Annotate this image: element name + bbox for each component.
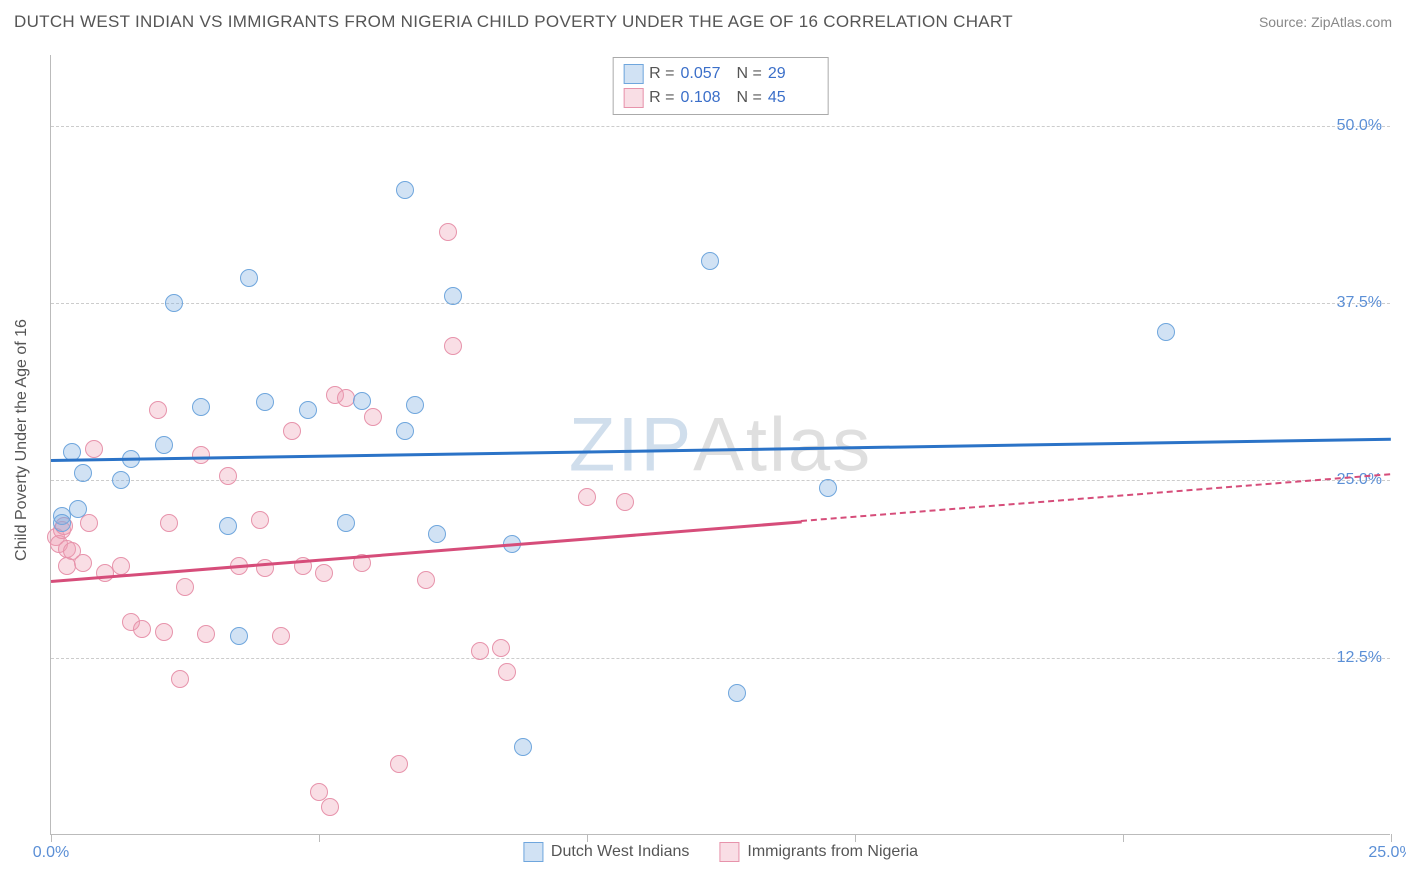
data-point bbox=[299, 401, 317, 419]
data-point bbox=[337, 514, 355, 532]
x-tick-label: 0.0% bbox=[33, 844, 69, 862]
gridline bbox=[51, 126, 1390, 127]
x-tick bbox=[587, 834, 588, 842]
legend-stats: R = 0.057 N = 29 R = 0.108 N = 45 bbox=[612, 57, 829, 115]
n-label: N = bbox=[737, 65, 762, 83]
data-point bbox=[321, 798, 339, 816]
x-tick-label: 25.0% bbox=[1368, 844, 1406, 862]
data-point bbox=[417, 571, 435, 589]
data-point bbox=[230, 627, 248, 645]
watermark-atlas: Atlas bbox=[693, 402, 872, 487]
data-point bbox=[176, 578, 194, 596]
y-axis-label: Child Poverty Under the Age of 16 bbox=[13, 319, 31, 561]
plot-area: ZIPAtlas R = 0.057 N = 29 R = 0.108 N = … bbox=[50, 55, 1390, 835]
data-point bbox=[498, 663, 516, 681]
data-point bbox=[192, 398, 210, 416]
chart-title: DUTCH WEST INDIAN VS IMMIGRANTS FROM NIG… bbox=[14, 12, 1013, 32]
y-tick-label: 37.5% bbox=[1337, 294, 1382, 312]
legend-series: Dutch West Indians Immigrants from Niger… bbox=[523, 842, 918, 862]
data-point bbox=[149, 401, 167, 419]
data-point bbox=[428, 525, 446, 543]
legend-item-1: Immigrants from Nigeria bbox=[719, 842, 918, 862]
data-point bbox=[160, 514, 178, 532]
r-value-1: 0.108 bbox=[681, 89, 731, 107]
swatch-series-0-bottom bbox=[523, 842, 543, 862]
legend-stats-row-0: R = 0.057 N = 29 bbox=[623, 62, 818, 86]
r-label: R = bbox=[649, 89, 674, 107]
data-point bbox=[390, 755, 408, 773]
trend-line bbox=[51, 438, 1391, 462]
data-point bbox=[353, 392, 371, 410]
data-point bbox=[444, 337, 462, 355]
r-label: R = bbox=[649, 65, 674, 83]
watermark-zip: ZIP bbox=[569, 402, 693, 487]
n-label: N = bbox=[737, 89, 762, 107]
data-point bbox=[256, 393, 274, 411]
data-point bbox=[74, 464, 92, 482]
legend-item-0: Dutch West Indians bbox=[523, 842, 689, 862]
data-point bbox=[219, 467, 237, 485]
data-point bbox=[192, 446, 210, 464]
data-point bbox=[701, 252, 719, 270]
watermark: ZIPAtlas bbox=[569, 401, 872, 488]
n-value-1: 45 bbox=[768, 89, 818, 107]
data-point bbox=[819, 479, 837, 497]
x-tick bbox=[1123, 834, 1124, 842]
y-tick-label: 50.0% bbox=[1337, 117, 1382, 135]
data-point bbox=[155, 436, 173, 454]
data-point bbox=[406, 396, 424, 414]
data-point bbox=[219, 517, 237, 535]
x-tick bbox=[1391, 834, 1392, 842]
data-point bbox=[53, 514, 71, 532]
source-label: Source: ZipAtlas.com bbox=[1259, 14, 1392, 30]
gridline bbox=[51, 480, 1390, 481]
series-name-1: Immigrants from Nigeria bbox=[747, 843, 918, 861]
data-point bbox=[616, 493, 634, 511]
x-tick bbox=[319, 834, 320, 842]
gridline bbox=[51, 303, 1390, 304]
data-point bbox=[165, 294, 183, 312]
data-point bbox=[171, 670, 189, 688]
data-point bbox=[471, 642, 489, 660]
data-point bbox=[492, 639, 510, 657]
data-point bbox=[315, 564, 333, 582]
gridline bbox=[51, 658, 1390, 659]
swatch-series-0 bbox=[623, 64, 643, 84]
data-point bbox=[728, 684, 746, 702]
data-point bbox=[396, 181, 414, 199]
x-tick bbox=[51, 834, 52, 842]
title-bar: DUTCH WEST INDIAN VS IMMIGRANTS FROM NIG… bbox=[14, 12, 1392, 32]
data-point bbox=[396, 422, 414, 440]
data-point bbox=[364, 408, 382, 426]
y-tick-label: 12.5% bbox=[1337, 649, 1382, 667]
n-value-0: 29 bbox=[768, 65, 818, 83]
data-point bbox=[240, 269, 258, 287]
r-value-0: 0.057 bbox=[681, 65, 731, 83]
data-point bbox=[251, 511, 269, 529]
data-point bbox=[444, 287, 462, 305]
data-point bbox=[197, 625, 215, 643]
series-name-0: Dutch West Indians bbox=[551, 843, 689, 861]
data-point bbox=[85, 440, 103, 458]
data-point bbox=[112, 557, 130, 575]
data-point bbox=[155, 623, 173, 641]
data-point bbox=[578, 488, 596, 506]
data-point bbox=[133, 620, 151, 638]
data-point bbox=[514, 738, 532, 756]
data-point bbox=[80, 514, 98, 532]
data-point bbox=[272, 627, 290, 645]
legend-stats-row-1: R = 0.108 N = 45 bbox=[623, 86, 818, 110]
data-point bbox=[69, 500, 87, 518]
swatch-series-1-bottom bbox=[719, 842, 739, 862]
data-point bbox=[1157, 323, 1175, 341]
x-tick bbox=[855, 834, 856, 842]
data-point bbox=[112, 471, 130, 489]
data-point bbox=[283, 422, 301, 440]
data-point bbox=[439, 223, 457, 241]
swatch-series-1 bbox=[623, 88, 643, 108]
data-point bbox=[74, 554, 92, 572]
